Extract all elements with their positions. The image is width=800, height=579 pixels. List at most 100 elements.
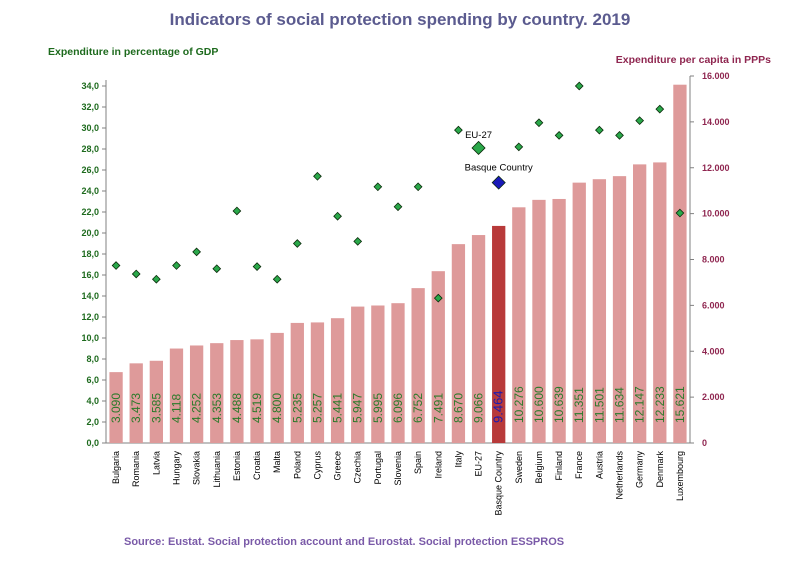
category-label: Estonia bbox=[232, 451, 242, 481]
gdp-marker bbox=[433, 293, 443, 303]
right-tick-label: 8.000 bbox=[702, 255, 725, 265]
left-tick-label: 28,0 bbox=[81, 144, 99, 154]
gdp-marker bbox=[333, 211, 342, 221]
right-tick-label: 2.000 bbox=[702, 392, 725, 402]
category-label: Slovenia bbox=[393, 451, 403, 486]
bar-value-label: 5.257 bbox=[310, 393, 324, 423]
category-label: Finland bbox=[554, 451, 564, 481]
bar bbox=[411, 288, 425, 443]
bar bbox=[451, 244, 466, 443]
category-label: Luxembourg bbox=[675, 451, 685, 501]
gdp-marker bbox=[151, 274, 161, 284]
annotation-basque-country: Basque Country bbox=[465, 163, 533, 174]
gdp-marker bbox=[373, 182, 383, 192]
category-label: Basque Country bbox=[494, 451, 504, 516]
bar-value-label: 3.473 bbox=[129, 393, 143, 423]
category-label: Belgium bbox=[534, 451, 544, 484]
gdp-marker bbox=[454, 125, 463, 135]
gdp-marker bbox=[655, 104, 665, 114]
right-tick-label: 10.000 bbox=[702, 209, 730, 219]
category-label: Slovakia bbox=[192, 451, 202, 485]
gdp-marker bbox=[192, 247, 201, 257]
bar-value-label: 11.351 bbox=[572, 387, 586, 423]
bar bbox=[250, 339, 264, 443]
bar-value-label: 5.235 bbox=[290, 393, 304, 423]
gdp-marker bbox=[413, 182, 423, 192]
bar bbox=[189, 345, 204, 443]
left-tick-label: 4,0 bbox=[86, 396, 99, 406]
bar-value-label: 4.353 bbox=[210, 393, 224, 423]
bar-value-label: 4.800 bbox=[270, 393, 284, 423]
chart-title: Indicators of social protection spending… bbox=[170, 10, 631, 29]
right-tick-label: 0 bbox=[702, 438, 707, 448]
bar-value-label: 4.252 bbox=[190, 393, 204, 423]
bar bbox=[149, 360, 163, 443]
bar-value-label: 10.639 bbox=[552, 386, 566, 423]
left-tick-label: 32,0 bbox=[81, 102, 99, 112]
left-tick-label: 22,0 bbox=[81, 207, 99, 217]
bar bbox=[371, 305, 385, 443]
category-label: Spain bbox=[413, 451, 423, 474]
gdp-marker bbox=[554, 130, 564, 140]
category-label: Latvia bbox=[151, 451, 161, 475]
category-label: Austria bbox=[594, 451, 604, 479]
right-tick-label: 16.000 bbox=[702, 71, 730, 81]
category-label: Bulgaria bbox=[111, 451, 121, 484]
category-label: Greece bbox=[333, 451, 343, 481]
gdp-marker bbox=[393, 202, 403, 212]
bar bbox=[169, 348, 184, 443]
gdp-marker bbox=[272, 274, 282, 284]
right-tick-label: 6.000 bbox=[702, 300, 725, 310]
gdp-marker bbox=[172, 261, 181, 270]
bar-value-label: 10.600 bbox=[532, 386, 546, 423]
left-tick-label: 10,0 bbox=[81, 333, 99, 343]
bar bbox=[109, 372, 123, 443]
bar-value-label: 11.501 bbox=[592, 387, 606, 423]
bar bbox=[391, 303, 405, 443]
bar bbox=[512, 207, 526, 443]
bar bbox=[351, 306, 365, 443]
bar bbox=[673, 84, 687, 444]
left-tick-label: 8,0 bbox=[86, 354, 99, 364]
left-tick-label: 2,0 bbox=[86, 417, 99, 427]
bar-value-label: 9.464 bbox=[491, 390, 506, 423]
left-tick-label: 30,0 bbox=[81, 123, 99, 133]
left-tick-label: 34,0 bbox=[81, 81, 99, 91]
gdp-marker bbox=[574, 81, 584, 91]
left-tick-label: 26,0 bbox=[81, 165, 99, 175]
category-label: Ireland bbox=[433, 451, 443, 479]
gdp-marker bbox=[534, 118, 544, 128]
gdp-marker bbox=[615, 130, 624, 140]
left-axis-title: Expenditure in percentage of GDP bbox=[48, 46, 218, 58]
gdp-marker bbox=[292, 239, 302, 248]
plot-area: 0,0 2,0 4,0 6,0 8,0 10,0 12,0 14,0 16,0 18,0 20,0 2… bbox=[81, 71, 729, 516]
left-tick-label: 0,0 bbox=[86, 438, 99, 448]
bar bbox=[310, 322, 325, 443]
bar bbox=[552, 198, 566, 443]
category-label: Italy bbox=[453, 451, 463, 468]
gdp-marker bbox=[313, 171, 322, 181]
gdp-marker bbox=[491, 175, 506, 190]
bar-value-label: 12.147 bbox=[633, 386, 647, 423]
gdp-marker bbox=[111, 261, 121, 270]
category-label: Germany bbox=[635, 451, 645, 489]
bar-value-label: 11.634 bbox=[613, 387, 627, 423]
bar-value-label: 3.090 bbox=[109, 393, 123, 423]
right-axis-title: Expenditure per capita in PPPs bbox=[616, 54, 771, 66]
left-tick-label: 6,0 bbox=[86, 375, 99, 385]
category-label: Lithuania bbox=[212, 451, 222, 488]
bar bbox=[230, 340, 244, 443]
left-tick-label: 12,0 bbox=[81, 312, 99, 322]
bar bbox=[330, 318, 345, 443]
bar bbox=[612, 176, 627, 443]
bar bbox=[270, 332, 284, 443]
gdp-marker bbox=[353, 237, 363, 246]
bar-value-label: 8.670 bbox=[451, 393, 465, 423]
bar-value-label: 5.441 bbox=[331, 393, 345, 423]
category-label: Sweden bbox=[514, 451, 524, 484]
bar-value-label: 4.488 bbox=[230, 393, 244, 423]
gdp-marker bbox=[635, 116, 645, 126]
bar bbox=[471, 235, 486, 443]
bar bbox=[592, 179, 607, 444]
right-tick-label: 14.000 bbox=[702, 117, 730, 127]
